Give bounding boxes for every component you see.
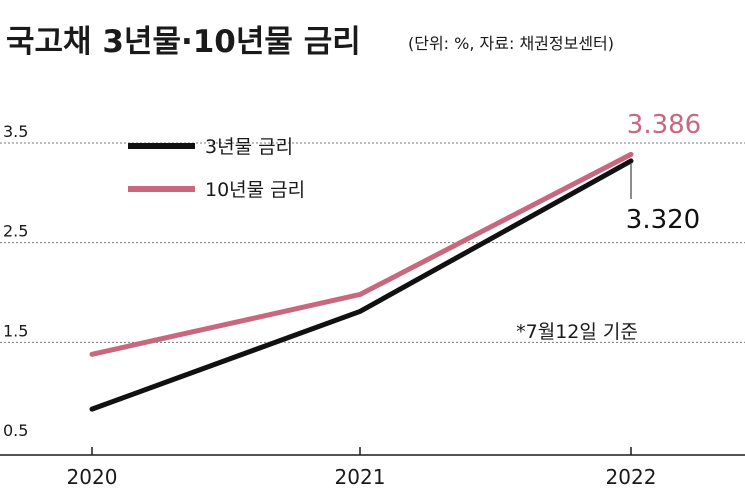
legend: 3년물 금리 10년물 금리 (128, 136, 305, 201)
grid-layer (0, 142, 745, 343)
y-tick-label: 1.5 (3, 321, 28, 340)
end-label-10yr: 3.386 (627, 110, 701, 140)
chart-title: 국고채 3년물·10년물 금리 (6, 24, 361, 60)
chart-subtitle: (단위: %, 자료: 채권정보센터) (408, 34, 614, 53)
y-axis-ticks: 3.5 2.5 1.5 0.5 (3, 122, 28, 440)
x-axis: 2020 2021 2022 (0, 447, 745, 489)
y-tick-label: 3.5 (3, 122, 28, 141)
series-layer: 3.320 3.386 (89, 110, 701, 412)
x-tick-label: 2020 (67, 465, 118, 489)
y-tick-label: 0.5 (3, 421, 28, 440)
end-label-3yr: 3.320 (626, 205, 700, 235)
x-tick-label: 2021 (335, 465, 386, 489)
legend-label: 3년물 금리 (205, 136, 293, 158)
y-tick-label: 2.5 (3, 222, 28, 241)
x-tick-label: 2022 (606, 465, 657, 489)
legend-label: 10년물 금리 (205, 179, 305, 201)
chart-note: *7월12일 기준 (516, 321, 638, 343)
